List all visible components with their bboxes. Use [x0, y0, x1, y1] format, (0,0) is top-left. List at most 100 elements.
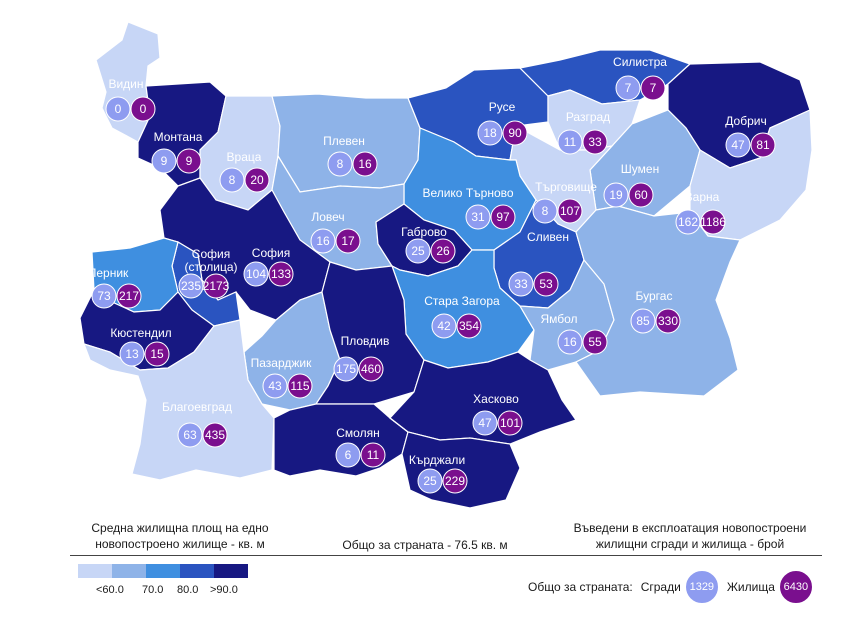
- buildings-circle-търговище: [532, 198, 558, 224]
- buildings-circle-ловеч: [310, 228, 336, 254]
- buildings-circle-бургас: [630, 308, 656, 334]
- region-label-софия: София: [252, 246, 290, 260]
- buildings-circle-стара-загора: [431, 313, 457, 339]
- dwellings-count-ямбол: 55: [588, 335, 602, 349]
- dwellings-count-плевен: 16: [358, 157, 372, 171]
- dwellings-circle-габрово: [430, 238, 456, 264]
- region-label-стара-загора: Стара Загора: [424, 294, 500, 308]
- region-label-перник: Перник: [88, 266, 129, 280]
- dwellings-count-благоевград: 435: [205, 428, 225, 442]
- buildings-circle-кърджали: [417, 468, 443, 494]
- scale-tick-4: >90.0: [210, 584, 238, 596]
- buildings-count-враца: 8: [229, 173, 236, 187]
- region-label-плевен: Плевен: [323, 134, 365, 148]
- dwellings-circle-шумен: [628, 182, 654, 208]
- buildings-count-търговище: 8: [542, 204, 549, 218]
- scale-tick-2: 70.0: [142, 584, 164, 596]
- dwellings-count-бургас: 330: [658, 314, 678, 328]
- buildings-count-плевен: 8: [337, 157, 344, 171]
- buildings-count-перник: 73: [97, 289, 111, 303]
- buildings-circle-перник: [91, 283, 117, 309]
- scale-swatch-70-80: [146, 564, 180, 578]
- dwellings-count-разград: 33: [588, 135, 602, 149]
- buildings-circle-ямбол: [557, 329, 583, 355]
- dwellings-count-смолян: 11: [367, 448, 380, 462]
- region-label-пазарджик: Пазарджик: [251, 356, 312, 370]
- country-average-area: Общо за страната - 76.5 кв. м: [342, 538, 508, 552]
- buildings-count-габрово: 25: [411, 244, 425, 258]
- dwellings-circle-софия: [268, 261, 294, 287]
- buildings-circle-пловдив: [333, 356, 359, 382]
- region-label-смолян: Смолян: [336, 426, 379, 440]
- scale-swatch-60-70: [112, 564, 146, 578]
- dwellings-count-пловдив: 460: [361, 362, 381, 376]
- buildings-count-разград: 11: [564, 135, 577, 149]
- region-label-бургас: Бургас: [636, 289, 673, 303]
- buildings-circle-софия-столица: [178, 273, 204, 299]
- region-label-софия-столица: София (столица): [184, 247, 237, 274]
- region-label-русе: Русе: [489, 100, 516, 114]
- dwellings-circle-пловдив: [358, 356, 384, 382]
- scale-tick-1: <60.0: [96, 584, 124, 596]
- buildings-count-благоевград: 63: [183, 428, 197, 442]
- buildings-count-сливен: 33: [514, 277, 528, 291]
- buildings-count-бургас: 85: [636, 314, 650, 328]
- buildings-count-ямбол: 16: [563, 335, 577, 349]
- dwellings-count-добрич: 81: [756, 138, 770, 152]
- buildings-circle-кюстендил: [119, 341, 145, 367]
- dwellings-count-видин: 0: [140, 102, 147, 116]
- buildings-circle-велико-търново: [465, 204, 491, 230]
- count-legend-title-line2: жилищни сгради и жилища - брой: [595, 537, 785, 551]
- buildings-count-ловеч: 16: [316, 234, 330, 248]
- dwellings-circle-русе: [502, 120, 528, 146]
- region-label-благоевград: Благоевград: [162, 400, 232, 414]
- buildings-count-софия: 104: [246, 267, 266, 281]
- buildings-count-монтана: 9: [161, 154, 168, 168]
- region-label-габрово: Габрово: [401, 225, 447, 239]
- buildings-count-кюстендил: 13: [125, 347, 139, 361]
- buildings-count-софия-столица: 235: [181, 279, 201, 293]
- buildings-circle-пазарджик: [262, 373, 288, 399]
- dwellings-circle-монтана: [176, 148, 202, 174]
- region-label-пловдив: Пловдив: [341, 334, 390, 348]
- buildings-circle-софия: [243, 261, 269, 287]
- buildings-circle-враца: [219, 167, 245, 193]
- dwellings-circle-плевен: [352, 151, 378, 177]
- region-label-велико-търново: Велико Търново: [422, 186, 513, 200]
- buildings-count-русе: 18: [483, 126, 497, 140]
- buildings-count-варна: 162: [678, 215, 698, 229]
- region-label-враца: Враца: [227, 150, 262, 164]
- dwellings-circle-разград: [582, 129, 608, 155]
- dwellings-circle-видин: [130, 96, 156, 122]
- buildings-circle-шумен: [603, 182, 629, 208]
- color-legend-title-line2: новопостроено жилище - кв. м: [95, 537, 265, 551]
- dwellings-circle-стара-загора: [456, 313, 482, 339]
- buildings-count-смолян: 6: [345, 448, 352, 462]
- buildings-count-велико-търново: 31: [471, 210, 485, 224]
- dwellings-circle-софия-столица: [203, 273, 229, 299]
- scale-swatch-gt90: [214, 564, 248, 578]
- buildings-circle-разград: [557, 129, 583, 155]
- color-legend-title: Средна жилищна площ на едно новопостроен…: [70, 520, 290, 552]
- buildings-count-силистра: 7: [625, 81, 632, 95]
- buildings-circle-видин: [105, 96, 131, 122]
- scale-swatch-lt60: [78, 564, 112, 578]
- buildings-count-кърджали: 25: [423, 474, 437, 488]
- region-label-ямбол: Ямбол: [540, 312, 577, 326]
- dwellings-count-габрово: 26: [436, 244, 450, 258]
- dwellings-label: Жилища: [726, 580, 775, 594]
- buildings-circle-хасково: [472, 410, 498, 436]
- color-scale: [78, 564, 248, 578]
- dwellings-count-монтана: 9: [186, 154, 193, 168]
- region-label-хасково: Хасково: [473, 392, 519, 406]
- buildings-label: Сгради: [640, 580, 681, 594]
- region-label-видин: Видин: [108, 77, 143, 91]
- scale-tick-3: 80.0: [177, 584, 199, 596]
- buildings-count-шумен: 19: [609, 188, 623, 202]
- dwellings-count-велико-търново: 97: [496, 210, 510, 224]
- scale-swatch-80-90: [180, 564, 214, 578]
- dwellings-circle-пазарджик: [287, 373, 313, 399]
- dwellings-circle-смолян: [360, 442, 386, 468]
- dwellings-circle-кюстендил: [144, 341, 170, 367]
- dwellings-circle-ловеч: [335, 228, 361, 254]
